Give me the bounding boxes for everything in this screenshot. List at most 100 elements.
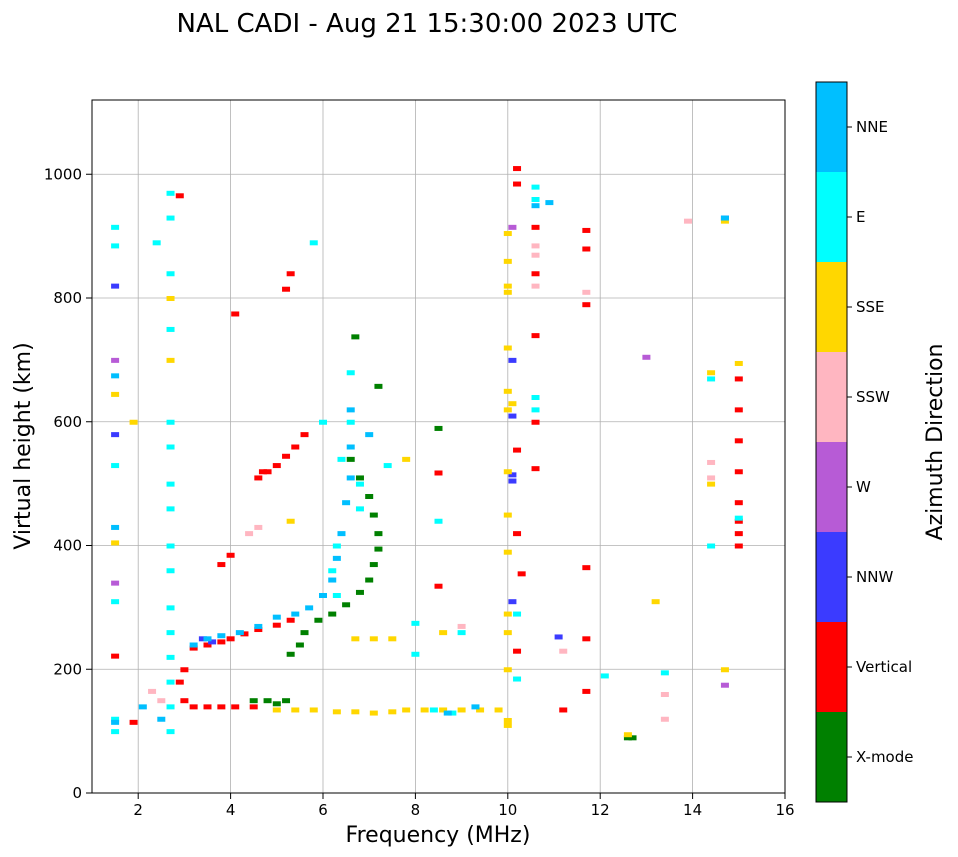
colorbar-segment [816, 712, 847, 802]
point-e [513, 676, 522, 682]
point-sse [369, 710, 378, 716]
point-sse [508, 401, 517, 407]
point-nne [319, 593, 327, 598]
point-e [111, 599, 120, 605]
point-e [111, 463, 120, 469]
point-nne [111, 373, 120, 379]
point-w [111, 580, 120, 586]
point-x-mode [374, 531, 383, 537]
point-vertical [258, 469, 267, 475]
point-e [355, 481, 364, 487]
x-tick-label: 8 [411, 801, 421, 819]
point-sse [129, 419, 138, 425]
colorbar-segment [816, 532, 847, 622]
point-x-mode [355, 475, 364, 481]
colorbar-frame [815, 81, 848, 803]
point-sse [420, 707, 429, 713]
point-vertical [582, 688, 591, 694]
point-nne [346, 444, 355, 450]
point-sse [734, 360, 743, 366]
point-vertical [734, 438, 743, 444]
point-ssw [660, 716, 669, 722]
colorbar-label-item: Vertical [856, 658, 912, 676]
point-vertical [582, 636, 591, 642]
point-e [332, 593, 341, 598]
point-e [600, 673, 609, 679]
point-vertical [175, 193, 184, 199]
colorbar: X-mode Vertical NNW W SSW SSE E NNE [815, 81, 913, 803]
point-nne [443, 710, 452, 716]
point-e [383, 463, 392, 469]
point-e [337, 456, 346, 462]
point-vertical [513, 181, 522, 187]
point-e [166, 326, 175, 332]
point-nne [272, 614, 281, 620]
point-sse [388, 636, 397, 642]
point-e [319, 419, 327, 425]
point-vertical [434, 583, 443, 589]
point-nne [157, 716, 166, 722]
point-nne [189, 642, 198, 648]
point-vertical [582, 302, 591, 308]
point-w [111, 357, 120, 363]
point-sse [503, 407, 512, 413]
point-vertical [734, 531, 743, 537]
point-vertical [263, 469, 272, 475]
point-ssw [660, 692, 669, 697]
point-sse [286, 518, 295, 524]
point-nne [365, 432, 374, 438]
y-tick-label: 800 [53, 289, 82, 307]
point-nne [305, 605, 314, 611]
point-sse [503, 231, 512, 237]
point-nne [138, 704, 147, 710]
point-sse [503, 258, 512, 264]
point-e [166, 481, 175, 487]
point-vertical [111, 653, 120, 659]
point-vertical [272, 463, 281, 469]
point-nne [111, 524, 120, 530]
x-tick-label: 10 [498, 801, 517, 819]
y-tick-label: 200 [53, 660, 82, 678]
point-x-mode [286, 651, 295, 657]
point-x-mode [374, 546, 383, 552]
point-e [346, 370, 355, 376]
point-sse [503, 289, 512, 295]
point-x-mode [342, 602, 351, 608]
point-vertical [226, 552, 235, 558]
point-sse [166, 296, 175, 301]
point-e [111, 243, 120, 249]
y-axis-label: Virtual height (km) [11, 342, 36, 549]
point-x-mode [263, 698, 272, 704]
point-e [111, 729, 120, 735]
point-vertical [217, 704, 226, 710]
point-nnw [208, 639, 217, 645]
point-sse [439, 630, 448, 636]
point-sse [309, 707, 318, 713]
point-vertical [240, 631, 249, 637]
point-sse [503, 549, 512, 555]
point-vertical [734, 518, 743, 524]
point-vertical [254, 627, 263, 633]
point-nnw [508, 599, 517, 605]
point-x-mode [355, 589, 364, 595]
point-nne [531, 203, 540, 209]
point-nne [346, 407, 355, 413]
point-vertical [513, 447, 522, 453]
point-vertical [180, 698, 189, 704]
point-x-mode [623, 735, 632, 741]
point-vertical [734, 469, 743, 475]
point-vertical [272, 622, 281, 628]
x-tick-label: 6 [318, 801, 328, 819]
point-vertical [249, 704, 258, 710]
point-nnw [111, 432, 120, 438]
point-sse [503, 512, 512, 518]
point-sse [332, 709, 341, 715]
point-x-mode [314, 617, 323, 623]
point-e [166, 543, 175, 549]
point-sse [291, 707, 300, 713]
y-tick-label: 0 [72, 784, 82, 802]
point-vertical [189, 704, 198, 710]
point-vertical [734, 500, 743, 506]
point-e [166, 729, 175, 735]
point-x-mode [369, 562, 378, 568]
